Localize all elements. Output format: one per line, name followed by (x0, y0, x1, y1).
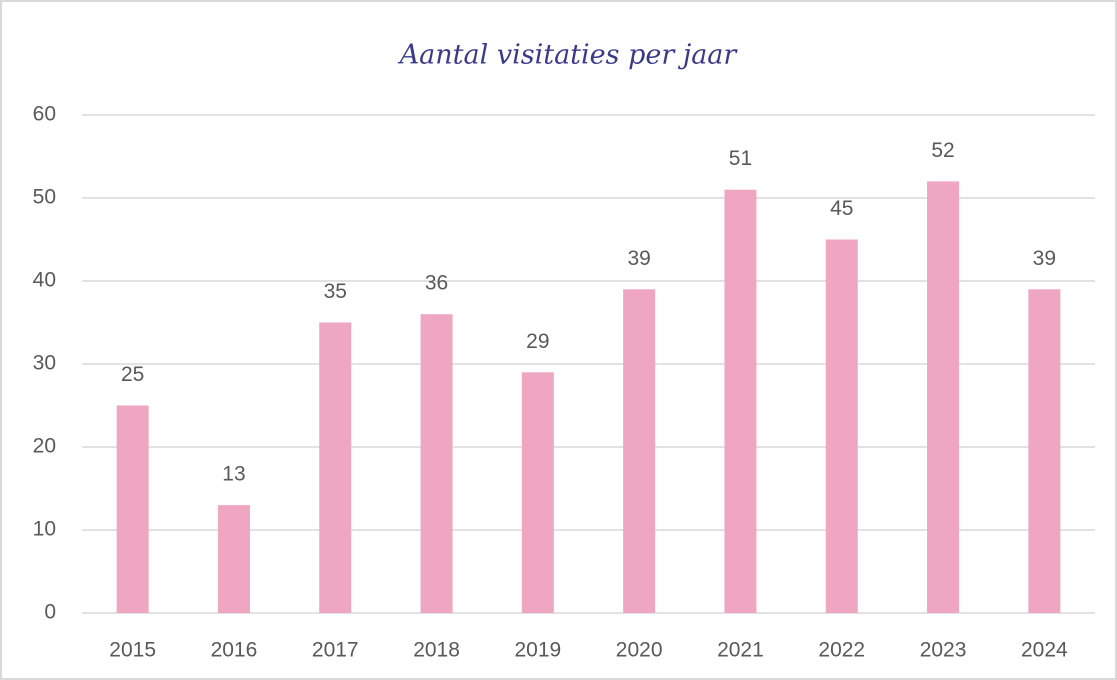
bar (927, 181, 960, 613)
data-label: 52 (931, 139, 954, 162)
x-tick-label: 2024 (1021, 639, 1068, 662)
bar (623, 289, 656, 613)
bar (825, 239, 858, 613)
x-tick-label: 2015 (109, 639, 156, 662)
data-label: 36 (425, 272, 448, 295)
data-label: 13 (222, 463, 245, 486)
x-tick-label: 2017 (312, 639, 359, 662)
bar (116, 405, 149, 613)
bar (1028, 289, 1061, 613)
x-tick-label: 2021 (717, 639, 764, 662)
y-tick-label: 40 (33, 269, 56, 292)
chart-title: Aantal visitaties per jaar (397, 40, 739, 71)
bar (521, 372, 554, 613)
bar (217, 505, 250, 613)
x-tick-label: 2018 (413, 639, 460, 662)
data-label: 45 (830, 197, 853, 220)
y-tick-label: 20 (33, 435, 56, 458)
x-tick-label: 2023 (920, 639, 967, 662)
bar (420, 314, 453, 613)
bar (724, 189, 757, 613)
data-label: 35 (324, 280, 347, 303)
data-label: 39 (627, 247, 650, 270)
y-tick-label: 0 (44, 601, 56, 624)
x-tick-label: 2019 (514, 639, 561, 662)
data-label: 29 (526, 330, 549, 353)
y-tick-label: 10 (33, 518, 56, 541)
y-tick-label: 60 (33, 103, 56, 126)
data-label: 25 (121, 363, 144, 386)
x-tick-label: 2020 (616, 639, 663, 662)
y-tick-label: 50 (33, 186, 56, 209)
data-label: 51 (729, 147, 752, 170)
bar (319, 322, 352, 613)
x-tick-label: 2016 (211, 639, 258, 662)
data-label: 39 (1033, 247, 1056, 270)
x-tick-label: 2022 (818, 639, 865, 662)
y-tick-label: 30 (33, 352, 56, 375)
